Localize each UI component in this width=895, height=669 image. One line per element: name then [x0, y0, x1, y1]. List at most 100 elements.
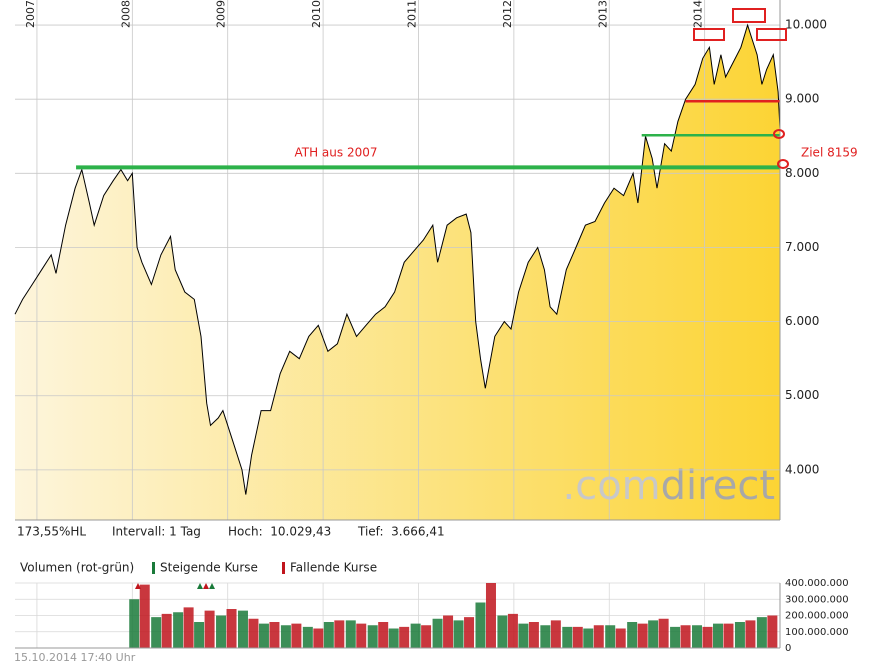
marker	[209, 583, 215, 589]
volume-bar	[334, 620, 345, 648]
volume-bar	[258, 623, 269, 648]
x-tick-label: 2009	[215, 0, 228, 28]
x-tick-label: 2007	[24, 0, 37, 28]
volume-bar	[269, 622, 280, 648]
volume-bar	[680, 625, 691, 648]
volume-bar	[432, 618, 443, 648]
legend-swatch	[152, 562, 155, 574]
volume-bar	[464, 617, 475, 648]
legend-swatch	[282, 562, 285, 574]
price-line	[14, 23, 781, 495]
y-tick-label: 0	[785, 643, 791, 654]
volume-bar	[702, 626, 713, 648]
volume-bar	[280, 625, 291, 648]
volume-bar	[151, 617, 162, 648]
volume-bar	[226, 609, 237, 648]
volume-bar	[572, 626, 583, 648]
y-tick-label: 400.000.000	[785, 578, 849, 589]
volume-bar	[637, 623, 648, 648]
volume-bar	[356, 623, 367, 648]
volume-bar	[615, 628, 626, 648]
y-tick-label: 4.000	[785, 462, 819, 476]
volume-bar	[658, 618, 669, 648]
volume-bar	[313, 628, 324, 648]
volume-title: Volumen (rot-grün)	[20, 561, 134, 575]
highlight-box	[756, 28, 787, 41]
annotation: Ziel 8159	[801, 146, 858, 160]
x-tick-label: 2008	[119, 0, 132, 28]
y-tick-label: 9.000	[785, 92, 819, 106]
y-tick-label: 10.000	[785, 18, 827, 32]
volume-bar	[323, 622, 334, 648]
volume-bar	[248, 618, 259, 648]
volume-bar	[692, 625, 703, 648]
volume-bar	[712, 623, 723, 648]
y-tick-label: 7.000	[785, 240, 819, 254]
volume-bar	[173, 612, 184, 648]
stat: Intervall: 1 Tag	[112, 525, 201, 539]
x-tick-label: 2010	[310, 0, 323, 28]
annotation: ATH aus 2007	[294, 146, 377, 160]
volume-bar	[399, 626, 410, 648]
highlight-box	[693, 28, 725, 41]
highlight-box	[732, 8, 766, 23]
volume-bar	[627, 622, 638, 648]
y-tick-label: 100.000.000	[785, 627, 849, 638]
volume-bar	[421, 625, 432, 648]
legend-label: Fallende Kurse	[290, 561, 377, 575]
volume-bar	[302, 626, 313, 648]
y-tick-label: 5.000	[785, 388, 819, 402]
watermark: .comdirect	[562, 463, 775, 509]
stat: 173,55%HL	[17, 525, 86, 539]
volume-bar	[216, 615, 227, 648]
area	[15, 25, 780, 520]
volume-bar	[745, 620, 756, 648]
volume-bar	[605, 625, 616, 648]
volume-bar	[367, 625, 378, 648]
volume-bar	[507, 613, 518, 648]
volume-bar	[139, 584, 150, 648]
volume-bar	[670, 626, 681, 648]
volume-bar	[562, 626, 573, 648]
volume-bar	[485, 583, 496, 648]
volume-bar	[723, 623, 734, 648]
volume-bar	[518, 623, 529, 648]
volume-bar	[291, 623, 302, 648]
volume-bar	[194, 622, 205, 648]
volume-bar	[475, 602, 486, 648]
stat: Hoch: 10.029,43	[228, 525, 331, 539]
volume-bar	[453, 620, 464, 648]
volume-bar	[183, 607, 194, 648]
y-tick-label: 6.000	[785, 314, 819, 328]
marker	[203, 583, 209, 589]
volume-bar	[756, 617, 767, 648]
volume-bar	[129, 599, 140, 648]
volume-bar	[497, 615, 508, 648]
volume-bar	[583, 628, 594, 648]
volume-bar	[443, 615, 454, 648]
volume-bar	[161, 613, 172, 648]
volume-bar	[648, 620, 659, 648]
stat: Tief: 3.666,41	[357, 525, 445, 539]
y-tick-label: 8.000	[785, 166, 819, 180]
x-tick-label: 2012	[501, 0, 514, 28]
volume-bar	[204, 610, 215, 648]
target-circle	[773, 129, 785, 139]
legend-label: Steigende Kurse	[160, 561, 258, 575]
marker	[197, 583, 203, 589]
volume-bar	[528, 622, 539, 648]
volume-bar	[378, 622, 389, 648]
volume-bar	[734, 622, 745, 648]
volume-bar	[767, 615, 778, 648]
timestamp: 15.10.2014 17:40 Uhr	[14, 651, 136, 664]
y-tick-label: 300.000.000	[785, 594, 849, 605]
x-tick-label: 2014	[692, 0, 705, 28]
volume-bar	[540, 625, 551, 648]
volume-bar	[410, 623, 421, 648]
x-tick-label: 2011	[405, 0, 418, 28]
volume-bar	[593, 625, 604, 648]
volume-bar	[550, 620, 561, 648]
target-circle	[777, 159, 789, 169]
x-tick-label: 2013	[596, 0, 609, 28]
